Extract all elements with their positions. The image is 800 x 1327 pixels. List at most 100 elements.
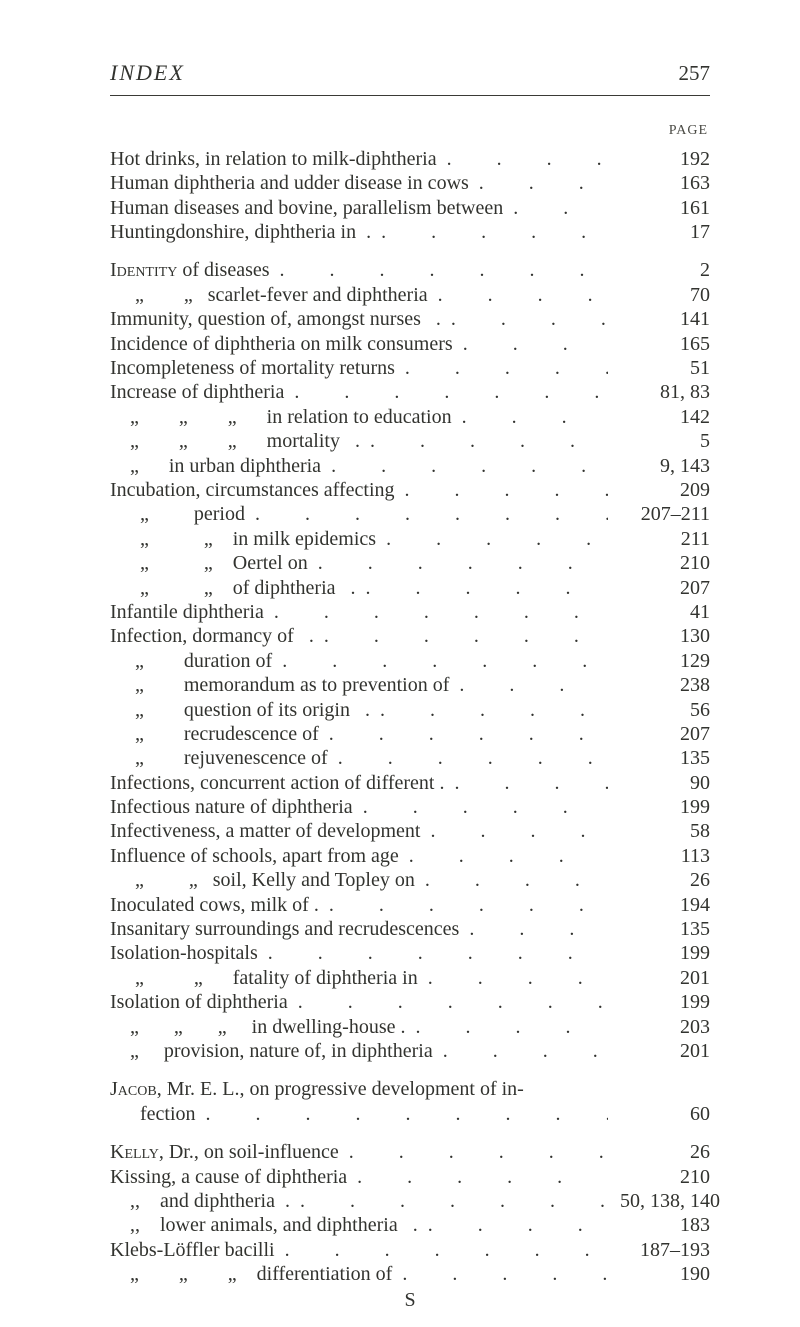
index-entry: „ duration of............129 xyxy=(110,649,710,673)
running-head: INDEX 257 xyxy=(110,60,710,87)
entry-label: „ „ „ differentiation of xyxy=(110,1262,392,1286)
index-entry: „ provision, nature of, in diphtheria...… xyxy=(110,1039,710,1063)
dot-leader: ............ xyxy=(418,1213,608,1237)
index-page: INDEX 257 PAGE Hot drinks, in relation t… xyxy=(0,0,800,1327)
entry-label: „ „ Oertel on xyxy=(110,551,308,575)
entry-page: 58 xyxy=(608,819,710,843)
dot-leader: ............ xyxy=(376,527,608,551)
index-entry: „ „ „ differentiation of............190 xyxy=(110,1262,710,1286)
index-entry: Kissing, a cause of diphtheria..........… xyxy=(110,1165,710,1189)
entry-label: ,, and diphtheria . xyxy=(110,1189,290,1213)
entry-page: 199 xyxy=(608,795,710,819)
section-gap xyxy=(110,244,710,258)
dot-leader: ............ xyxy=(319,722,608,746)
entry-label: Infectiveness, a matter of development xyxy=(110,819,420,843)
entry-label: „ „ fatality of diphtheria in xyxy=(110,966,418,990)
index-entry: „ „ „ in dwelling-house .............203 xyxy=(110,1015,710,1039)
index-entry: „ in urban diphtheria............9, 143 xyxy=(110,454,710,478)
index-entry: „ memorandum as to prevention of........… xyxy=(110,673,710,697)
entry-label: Isolation-hospitals xyxy=(110,941,258,965)
entry-page: 238 xyxy=(608,673,710,697)
entry-label: Incidence of diphtheria on milk consumer… xyxy=(110,332,453,356)
index-entry: Isolation of diphtheria............199 xyxy=(110,990,710,1014)
dot-leader: ............ xyxy=(503,196,608,220)
dot-leader: ............ xyxy=(347,1165,608,1189)
entry-page: 70 xyxy=(608,283,710,307)
entry-page: 192 xyxy=(608,147,710,171)
entry-label: Jacob, Mr. E. L., on progressive develop… xyxy=(110,1077,524,1101)
dot-leader: ............ xyxy=(356,576,609,600)
index-entry: „ rejuvenescence of............135 xyxy=(110,746,710,770)
dot-leader: ............ xyxy=(319,893,608,917)
dot-leader: ............ xyxy=(275,1238,608,1262)
dot-leader: ............ xyxy=(395,356,608,380)
dot-leader: ............ xyxy=(453,332,608,356)
entry-page: 60 xyxy=(608,1102,710,1126)
entry-label: „ „ „ in relation to education xyxy=(110,405,452,429)
dot-leader: ............ xyxy=(437,147,608,171)
dot-leader: ............ xyxy=(395,478,608,502)
index-entry: Incidence of diphtheria on milk consumer… xyxy=(110,332,710,356)
entry-page: 129 xyxy=(608,649,710,673)
entry-label: Human diseases and bovine, parallelism b… xyxy=(110,196,503,220)
entry-label: „ question of its origin . xyxy=(110,698,370,722)
index-entry: „ „ soil, Kelly and Topley on...........… xyxy=(110,868,710,892)
dot-leader: ............ xyxy=(445,771,609,795)
entry-page: 165 xyxy=(608,332,710,356)
index-entry: Klebs-Löffler bacilli............187–193 xyxy=(110,1238,710,1262)
index-entry: Influence of schools, apart from age....… xyxy=(110,844,710,868)
dot-leader: ............ xyxy=(264,600,608,624)
index-entry: Immunity, question of, amongst nurses ..… xyxy=(110,307,710,331)
entry-page: 135 xyxy=(608,746,710,770)
index-entry: Infectiveness, a matter of development..… xyxy=(110,819,710,843)
entry-label: Infectious nature of diphtheria xyxy=(110,795,353,819)
entry-label: Infections, concurrent action of differe… xyxy=(110,771,445,795)
index-entry: „ „ scarlet-fever and diphtheria........… xyxy=(110,283,710,307)
entry-label: Kissing, a cause of diphtheria xyxy=(110,1165,347,1189)
entry-label: „ period xyxy=(110,502,245,526)
dot-leader: ............ xyxy=(433,1039,608,1063)
dot-leader: ............ xyxy=(449,673,608,697)
entry-page: 41 xyxy=(608,600,710,624)
entry-label: Hot drinks, in relation to milk-diphther… xyxy=(110,147,437,171)
entry-label: „ duration of xyxy=(110,649,272,673)
entry-page: 113 xyxy=(608,844,710,868)
entry-label: Influence of schools, apart from age xyxy=(110,844,399,868)
entry-page: 142 xyxy=(608,405,710,429)
entry-label: Increase of diphtheria xyxy=(110,380,284,404)
index-entry: Incompleteness of mortality returns.....… xyxy=(110,356,710,380)
entry-page: 209 xyxy=(608,478,710,502)
signature-mark: S xyxy=(110,1288,710,1312)
entry-label: Inoculated cows, milk of . xyxy=(110,893,319,917)
index-entry: ,, and diphtheria .............50, 138, … xyxy=(110,1189,710,1213)
entry-page: 183 xyxy=(608,1213,710,1237)
index-entry: Increase of diphtheria............81, 83 xyxy=(110,380,710,404)
entry-page: 201 xyxy=(608,966,710,990)
entry-label: „ provision, nature of, in diphtheria xyxy=(110,1039,433,1063)
entry-page: 81, 83 xyxy=(608,380,710,404)
entry-label: Kelly, Dr., on soil-influence xyxy=(110,1140,339,1164)
index-entry: Infection, dormancy of .............130 xyxy=(110,624,710,648)
index-entry: „ „ „ mortality .............5 xyxy=(110,429,710,453)
entry-page: 210 xyxy=(608,551,710,575)
index-entry: Infantile diphtheria............41 xyxy=(110,600,710,624)
entry-label: ,, lower animals, and diphtheria . xyxy=(110,1213,418,1237)
dot-leader: ............ xyxy=(284,380,608,404)
dot-leader: ............ xyxy=(258,941,608,965)
entry-label: Insanitary surroundings and recrudescenc… xyxy=(110,917,459,941)
dot-leader: ............ xyxy=(428,283,608,307)
dot-leader: ............ xyxy=(452,405,608,429)
entry-page: 161 xyxy=(608,196,710,220)
index-entry: Inoculated cows, milk of .............19… xyxy=(110,893,710,917)
dot-leader: ............ xyxy=(392,1262,608,1286)
index-entry: Hot drinks, in relation to milk-diphther… xyxy=(110,147,710,171)
section-gap xyxy=(110,1126,710,1140)
dot-leader: ............ xyxy=(360,429,608,453)
header-page-number: 257 xyxy=(679,61,711,87)
dot-leader: ............ xyxy=(245,502,608,526)
index-entry: fection............60 xyxy=(110,1102,710,1126)
entry-page: 207 xyxy=(608,722,710,746)
entry-label: Immunity, question of, amongst nurses . xyxy=(110,307,441,331)
entry-label: Incompleteness of mortality returns xyxy=(110,356,395,380)
entry-page: 135 xyxy=(608,917,710,941)
